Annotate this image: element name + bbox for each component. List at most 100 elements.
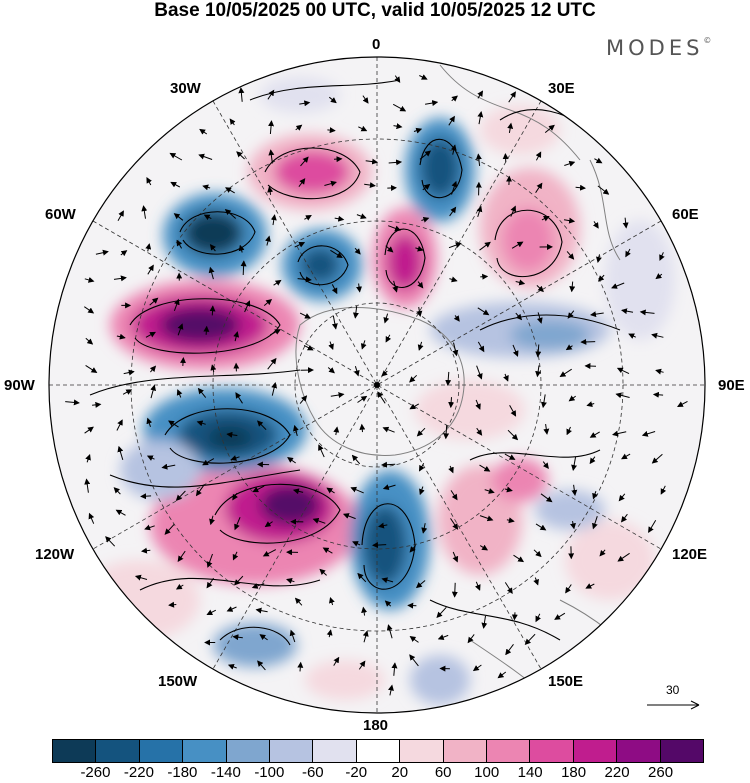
wind-arrow bbox=[257, 420, 267, 431]
wind-arrow bbox=[113, 487, 121, 495]
wind-arrow bbox=[509, 405, 517, 417]
wind-arrow bbox=[595, 254, 602, 263]
wind-arrow bbox=[120, 250, 128, 257]
wind-arrow bbox=[352, 541, 361, 547]
wind-arrow bbox=[417, 341, 424, 351]
wind-arrow bbox=[327, 367, 335, 374]
wind-arrow bbox=[206, 577, 215, 589]
wind-arrow bbox=[392, 103, 407, 112]
wind-arrow bbox=[230, 455, 240, 461]
streamlines bbox=[89, 79, 621, 646]
wind-arrow bbox=[270, 214, 277, 226]
wind-arrow bbox=[659, 252, 665, 261]
wind-arrow bbox=[360, 340, 367, 350]
wind-arrow bbox=[448, 242, 462, 249]
wind-arrow bbox=[540, 493, 553, 503]
wind-arrow bbox=[592, 516, 598, 530]
wind-arrow bbox=[448, 465, 454, 474]
wind-arrow bbox=[622, 217, 629, 229]
wind-arrow bbox=[197, 387, 207, 398]
wind-arrow bbox=[566, 251, 575, 260]
wind-arrow bbox=[541, 215, 550, 222]
wind-arrow bbox=[474, 581, 481, 591]
wind-arrow bbox=[271, 382, 278, 396]
wind-arrow bbox=[543, 424, 550, 435]
wind-arrow bbox=[392, 280, 399, 293]
colorbar-segment bbox=[355, 740, 400, 762]
wind-arrow bbox=[168, 601, 177, 608]
wind-arrow bbox=[209, 515, 215, 526]
wind-arrow bbox=[140, 493, 152, 500]
wind-arrow bbox=[330, 392, 345, 399]
wind-arrow bbox=[269, 329, 281, 336]
wind-arrow bbox=[85, 453, 91, 463]
wind-arrow bbox=[507, 122, 514, 133]
wind-arrow bbox=[353, 366, 360, 377]
wind-arrow bbox=[544, 124, 555, 133]
wind-arrow bbox=[202, 458, 215, 466]
wind-arrow bbox=[268, 120, 275, 135]
wind-arrow bbox=[226, 431, 238, 438]
wind-arrow bbox=[592, 491, 598, 500]
wind-arrow bbox=[84, 426, 94, 434]
wind-arrow bbox=[419, 150, 432, 160]
wind-arrow bbox=[255, 607, 268, 614]
wind-arrow bbox=[388, 684, 394, 696]
colorbar-tick-label: -220 bbox=[123, 764, 154, 781]
wind-arrow bbox=[639, 309, 655, 316]
wind-arrow bbox=[297, 276, 312, 283]
wind-arrow bbox=[615, 392, 630, 399]
wind-arrow bbox=[384, 600, 392, 607]
label-lon-90w: 90W bbox=[4, 377, 35, 394]
wind-arrow bbox=[267, 186, 274, 195]
wind-arrow bbox=[298, 178, 306, 187]
wind-arrow bbox=[535, 182, 543, 193]
wind-arrow bbox=[533, 577, 539, 586]
colorbar-segment bbox=[659, 740, 704, 762]
colorbar-tick-label: 140 bbox=[517, 764, 543, 781]
wind-arrow bbox=[262, 549, 277, 557]
wind-arrow bbox=[480, 273, 489, 280]
wind-arrow bbox=[385, 334, 392, 343]
wind-arrow bbox=[598, 274, 605, 282]
wind-arrow bbox=[286, 578, 295, 584]
wind-arrow bbox=[381, 370, 388, 377]
wind-arrow bbox=[299, 312, 311, 319]
wind-arrow bbox=[177, 550, 186, 563]
wind-arrow bbox=[476, 427, 483, 436]
wind-arrow bbox=[589, 431, 600, 438]
colorbar-tick-label: -60 bbox=[301, 764, 324, 781]
colorbar-segment bbox=[269, 740, 313, 762]
wind-arrow bbox=[146, 417, 153, 427]
wind-arrow bbox=[641, 430, 656, 437]
wind-arrow bbox=[565, 344, 573, 351]
wind-arrow bbox=[319, 568, 327, 576]
wind-arrow bbox=[267, 89, 275, 100]
wind-arrow bbox=[409, 403, 420, 410]
wind-arrow bbox=[535, 344, 542, 358]
wind-arrow bbox=[292, 488, 304, 495]
wind-arrow bbox=[342, 513, 356, 520]
wind-arrow bbox=[524, 633, 536, 646]
wind-arrow bbox=[419, 486, 425, 496]
wind-arrow bbox=[416, 306, 423, 317]
wind-arrow bbox=[358, 660, 366, 670]
wind-arrow bbox=[208, 266, 215, 280]
colorbar-tick-label: 220 bbox=[604, 764, 630, 781]
wind-arrow bbox=[240, 260, 247, 276]
colorbar-segment bbox=[442, 740, 487, 762]
wind-arrow bbox=[540, 394, 547, 409]
wind-arrow bbox=[173, 298, 180, 311]
wind-arrow bbox=[328, 341, 334, 351]
wind-arrow bbox=[388, 225, 402, 232]
wind-arrow bbox=[268, 149, 275, 164]
wind-arrow bbox=[648, 520, 657, 533]
wind-arrow bbox=[472, 664, 482, 672]
wind-arrow bbox=[123, 369, 135, 376]
wind-arrow bbox=[147, 264, 154, 275]
wind-arrow bbox=[567, 310, 575, 319]
wind-arrow bbox=[381, 461, 396, 468]
wind-arrow bbox=[238, 87, 245, 102]
label-lon-60w: 60W bbox=[45, 206, 76, 223]
wind-arrow bbox=[84, 306, 95, 314]
